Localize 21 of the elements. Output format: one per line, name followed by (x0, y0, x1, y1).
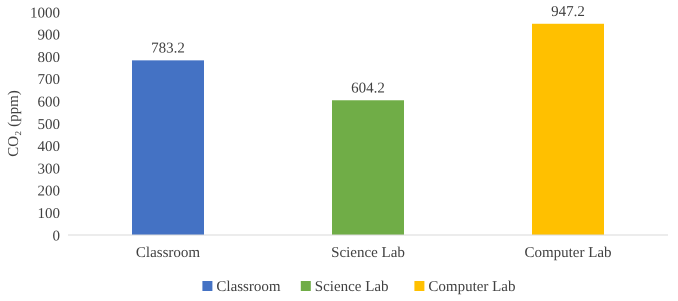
data-label: 783.2 (151, 40, 185, 56)
y-tick-label: 300 (38, 161, 60, 178)
data-label: 604.2 (351, 80, 385, 96)
y-tick-label: 500 (38, 116, 60, 133)
y-tick-label: 900 (38, 28, 60, 44)
data-label: 947.2 (551, 4, 585, 20)
legend-label: Classroom (216, 279, 281, 295)
y-axis-title: CO₂ (ppm) (6, 90, 22, 157)
legend-label: Computer Lab (428, 279, 516, 295)
y-tick-label: 700 (38, 72, 60, 88)
y-tick-label: 100 (38, 206, 60, 222)
y-tick-label: 600 (38, 94, 60, 110)
x-tick-label: Classroom (136, 245, 200, 261)
x-tick-label: Computer Lab (524, 245, 612, 261)
y-tick-label: 1000 (30, 5, 60, 22)
legend-label: Science Lab (314, 279, 389, 295)
y-tick-label: 800 (38, 50, 60, 66)
y-tick-label: 400 (38, 139, 60, 156)
y-tick-label: 200 (38, 184, 60, 200)
y-tick-label: 0 (52, 228, 60, 244)
x-tick-label: Science Lab (331, 245, 405, 261)
